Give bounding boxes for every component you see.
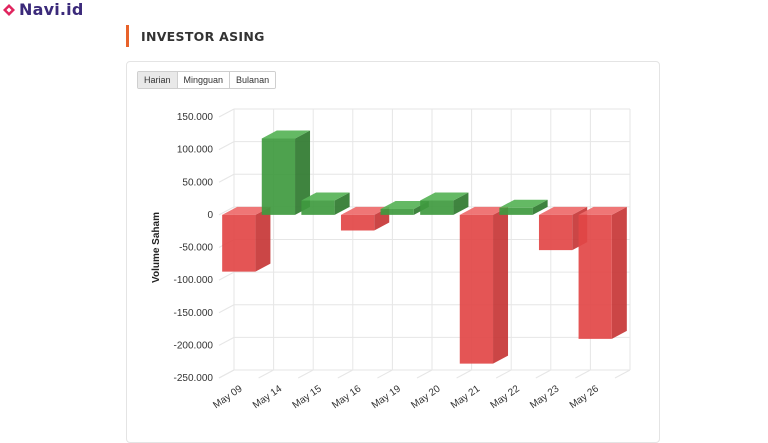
tab-harian[interactable]: Harian: [138, 72, 178, 88]
tab-bulanan[interactable]: Bulanan: [230, 72, 276, 88]
bar-front: [578, 214, 612, 339]
bar-may-22[interactable]: [499, 199, 548, 215]
grid-floor-diagonal: [337, 369, 354, 379]
bar-top: [261, 130, 311, 139]
x-tick-label: May 22: [489, 383, 523, 411]
bar-side: [334, 192, 350, 215]
bar-front: [340, 214, 375, 231]
bar-front: [459, 214, 494, 364]
grid-diagonal: [218, 271, 235, 281]
bar-front: [261, 138, 296, 215]
bar-side: [493, 206, 509, 364]
grid-floor-diagonal: [416, 369, 433, 379]
bar-may-09[interactable]: [222, 206, 271, 272]
grid-diagonal: [218, 336, 235, 346]
investor-chart: 150.000 100.000 50.000 0 -50.000 -100.000 -150…: [151, 108, 631, 411]
x-tick-label: May 26: [568, 383, 602, 411]
y-tick-label: -200.000: [174, 340, 214, 351]
bar-may-14[interactable]: [261, 130, 311, 215]
bar-top: [538, 206, 588, 215]
x-tick-label: May 19: [370, 383, 404, 411]
bar-side: [532, 199, 548, 215]
x-tick-label: May 15: [291, 383, 325, 411]
grid-floor-diagonal: [297, 369, 314, 379]
bar-top: [222, 206, 271, 215]
chart-card: Harian Mingguan Bulanan 150.000 100.000 50…: [126, 61, 660, 443]
grid-diagonal: [218, 173, 235, 183]
grid-floor-diagonal: [495, 369, 512, 379]
bar-may-26[interactable]: [578, 206, 627, 339]
bar-top: [499, 199, 548, 208]
x-tick-label: May 09: [211, 383, 245, 411]
grid-floor-diagonal: [258, 369, 274, 379]
bar-top: [380, 201, 429, 210]
brand-name: Navi.id: [19, 0, 84, 19]
grid-floor-diagonal: [535, 369, 552, 379]
navi-logo-icon: [3, 3, 15, 16]
grid-diagonal: [218, 141, 235, 151]
bar-top: [420, 192, 469, 201]
x-tick-label: May 20: [409, 383, 443, 411]
y-tick-label: 50.000: [182, 177, 213, 188]
grid-floor-diagonal: [575, 369, 591, 379]
bar-front: [420, 200, 454, 215]
y-tick-label: -100.000: [174, 275, 214, 286]
grid-floor-diagonal: [614, 369, 631, 379]
bar-front: [538, 214, 573, 251]
bar-front: [499, 207, 533, 215]
section-title-text: INVESTOR ASING: [141, 28, 265, 44]
grid-diagonal: [218, 206, 235, 216]
bar-may-21[interactable]: [459, 206, 509, 364]
x-tick-label: May 21: [449, 383, 483, 411]
bar-top: [301, 192, 350, 201]
bar-may-16[interactable]: [340, 206, 390, 231]
bar-front: [222, 214, 256, 272]
y-tick-label: 150.000: [177, 112, 214, 123]
period-tabs: Harian Mingguan Bulanan: [137, 71, 277, 89]
grid-floor-diagonal: [377, 369, 393, 379]
bar-top: [459, 206, 509, 215]
bar-front: [380, 209, 414, 215]
section-title: INVESTOR ASING: [126, 25, 265, 47]
x-tick-label: May 23: [528, 383, 562, 411]
bar-may-20[interactable]: [420, 192, 469, 215]
bar-side: [611, 206, 627, 339]
bar-front: [301, 200, 335, 215]
grid-floor-diagonal: [456, 369, 472, 379]
y-tick-label: 0: [207, 210, 213, 221]
bar-top: [578, 206, 627, 215]
x-tick-label: May 14: [251, 383, 285, 411]
y-tick-label: -250.000: [174, 373, 214, 384]
tab-mingguan[interactable]: Mingguan: [177, 72, 231, 88]
grid-diagonal: [218, 108, 235, 118]
y-tick-label: 100.000: [177, 145, 214, 156]
bar-top: [340, 206, 390, 215]
y-tick-label: -150.000: [174, 308, 214, 319]
grid-diagonal: [218, 304, 235, 314]
x-tick-label: May 16: [330, 383, 364, 411]
bar-side: [295, 130, 311, 215]
y-tick-label: -50.000: [179, 243, 213, 254]
brand-logo[interactable]: Navi.id: [2, 0, 84, 19]
grid-floor-diagonal: [218, 369, 235, 379]
bar-side: [453, 192, 469, 215]
bar-side: [255, 206, 271, 272]
y-axis-label: Volume Saham: [151, 212, 162, 283]
bar-may-15[interactable]: [301, 192, 350, 215]
